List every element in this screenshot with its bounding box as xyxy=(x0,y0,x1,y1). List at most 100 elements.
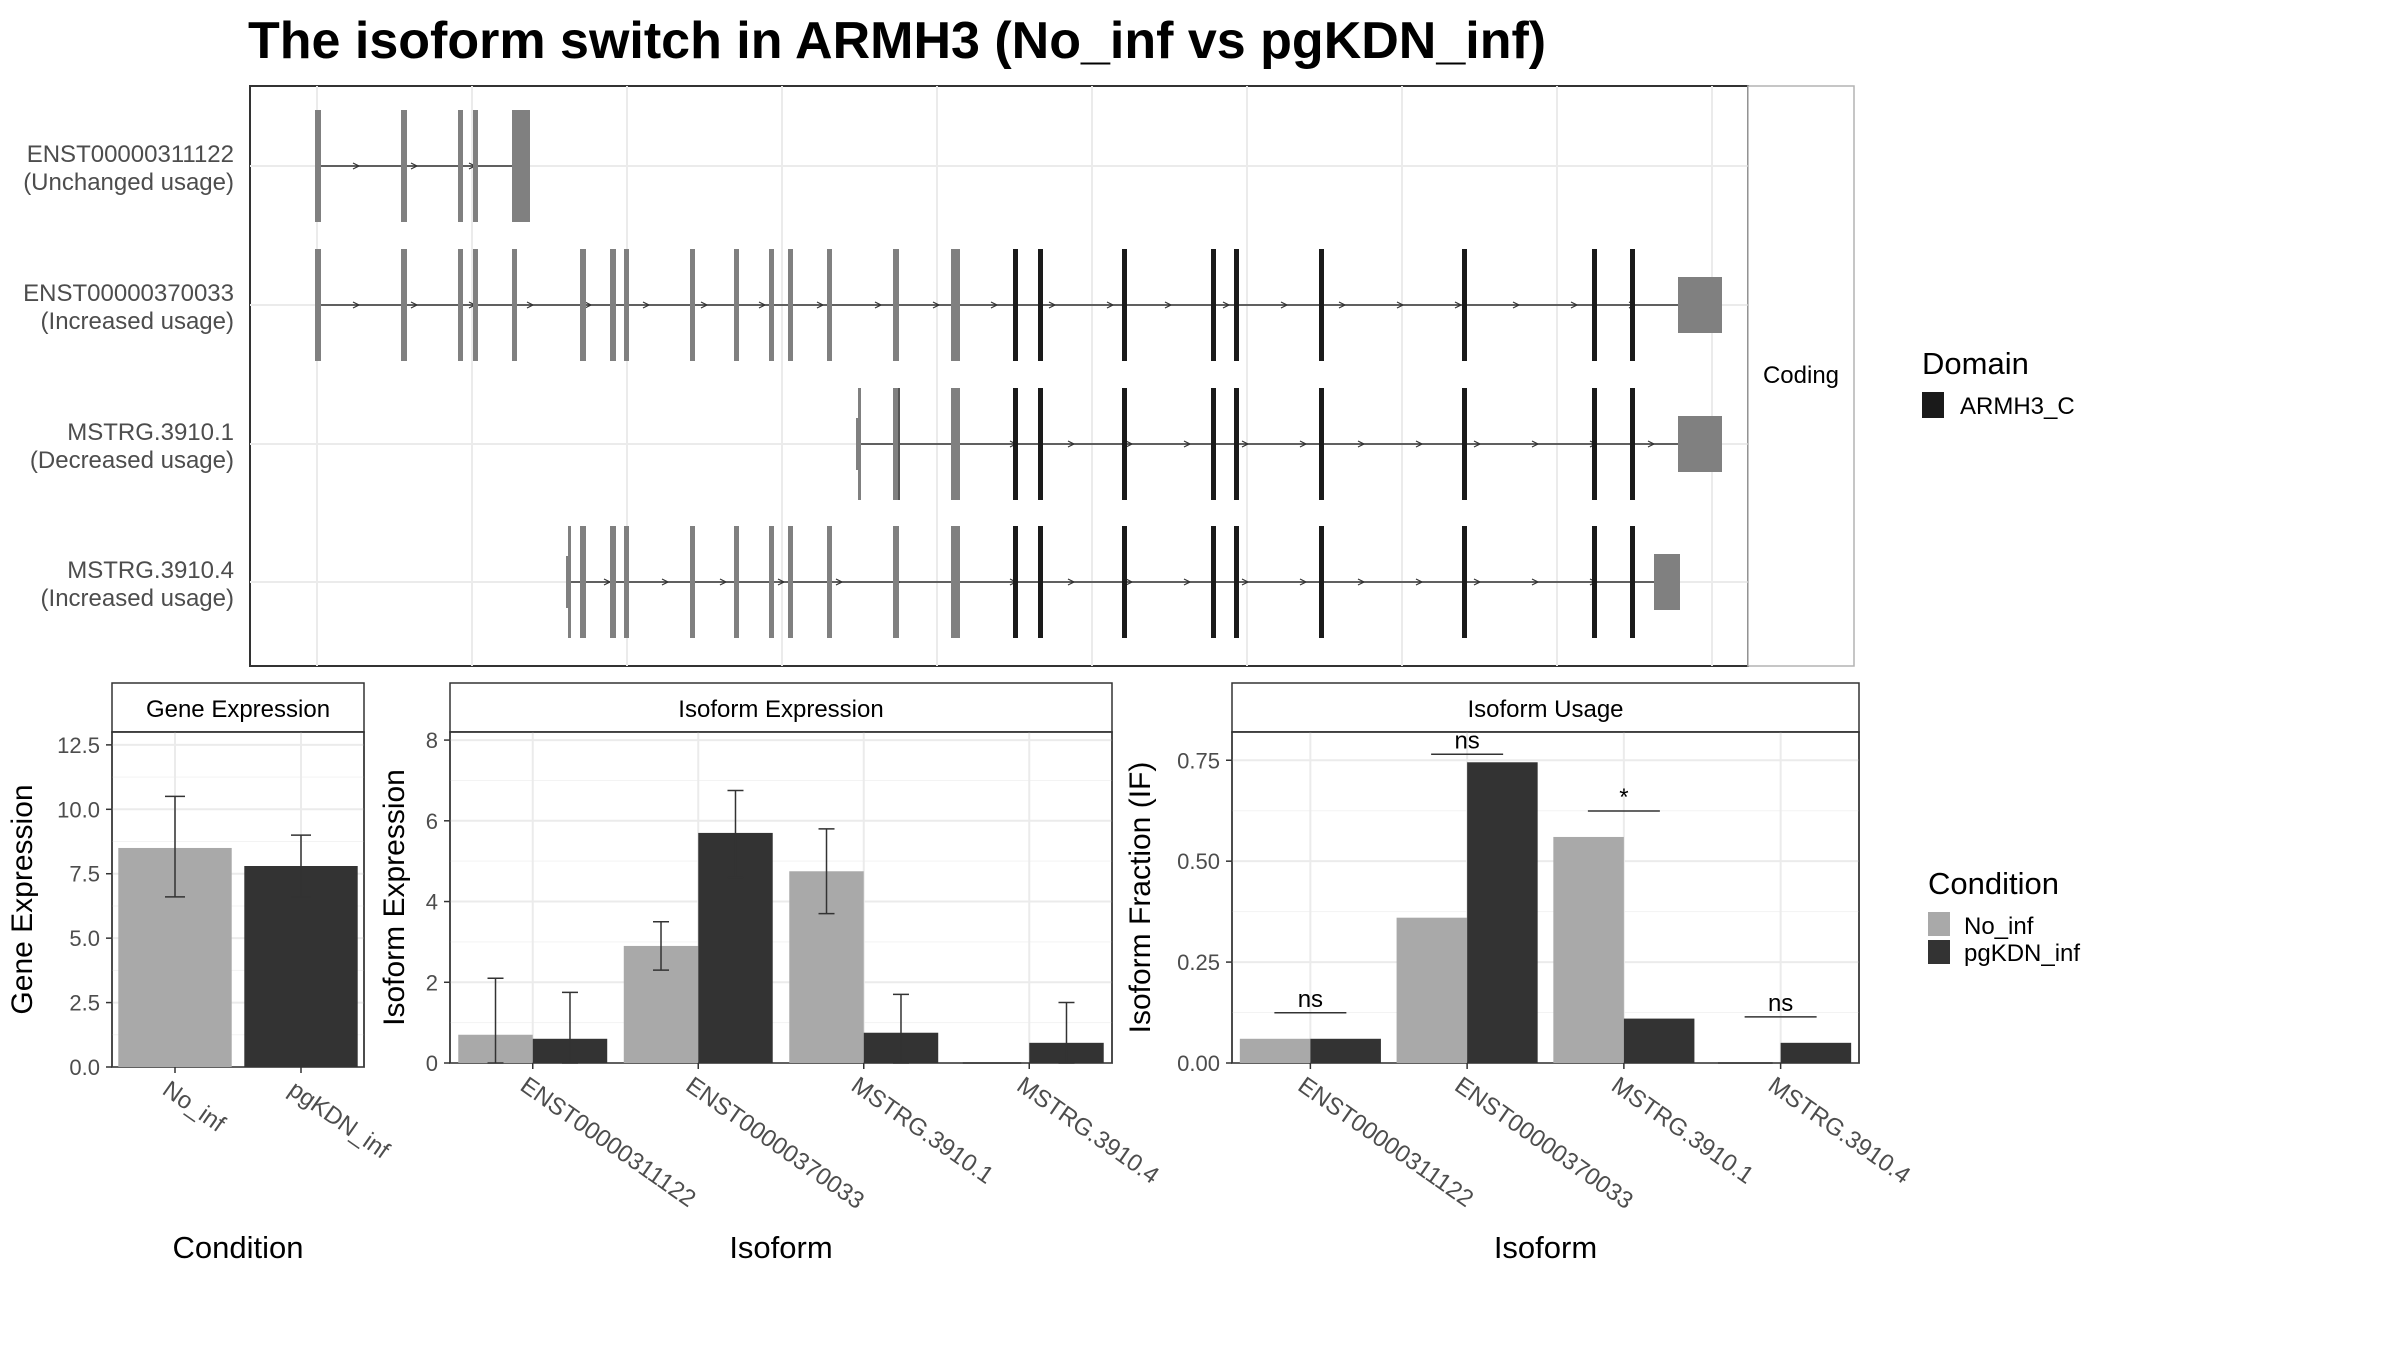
exon-block xyxy=(734,526,739,638)
panel-strip-title: Isoform Expression xyxy=(678,696,883,723)
legend-swatch-pgkdn-inf xyxy=(1928,940,1950,964)
y-tick-label: 6 xyxy=(426,809,438,834)
transcript-id-label: MSTRG.3910.4 xyxy=(67,557,234,584)
intron-direction-arrow xyxy=(990,301,999,309)
exon-block xyxy=(610,526,616,638)
panel-strip xyxy=(1231,682,1860,733)
exon-block xyxy=(788,249,793,361)
legend-label-no-inf: No_inf xyxy=(1964,913,2034,940)
intron-direction-arrow xyxy=(1531,440,1540,448)
domain-exon-block xyxy=(1234,388,1239,500)
intron-direction-arrow xyxy=(1415,578,1424,586)
domain-exon-block xyxy=(1319,249,1324,361)
intron-direction-arrow xyxy=(352,162,361,170)
y-axis-title: Gene Expression xyxy=(6,784,39,1014)
intron-direction-arrow xyxy=(719,578,728,586)
intron-direction-arrow xyxy=(1473,578,1482,586)
transcript-id-label: ENST00000370033 xyxy=(23,280,234,307)
exon-block xyxy=(401,249,407,361)
exon-block xyxy=(580,526,586,638)
exon-block xyxy=(951,388,956,500)
x-axis-title: Isoform xyxy=(1494,1230,1597,1265)
significance-label: ns xyxy=(1298,986,1323,1013)
domain-exon-block xyxy=(1234,526,1239,638)
intron-direction-arrow xyxy=(1241,578,1250,586)
y-tick-label: 2 xyxy=(426,970,438,995)
intron-direction-arrow xyxy=(1067,440,1076,448)
legend-label-pgkdn-inf: pgKDN_inf xyxy=(1964,940,2080,967)
intron-direction-arrow xyxy=(642,301,651,309)
exon-block xyxy=(624,526,629,638)
transcript-id-label: ENST00000311122 xyxy=(27,141,234,168)
domain-exon-block xyxy=(1630,249,1635,361)
domain-exon-block xyxy=(1234,249,1239,361)
y-tick-label: 0.00 xyxy=(1177,1051,1220,1076)
y-tick-label: 0.50 xyxy=(1177,849,1220,874)
intron-direction-arrow xyxy=(1280,301,1289,309)
intron-direction-arrow xyxy=(835,578,844,586)
exon-block xyxy=(955,249,960,361)
intron-direction-arrow xyxy=(1164,301,1173,309)
x-axis-title: Isoform xyxy=(729,1230,832,1265)
condition-legend: Condition No_inf pgKDN_inf xyxy=(1928,866,2080,967)
domain-exon-block xyxy=(1038,526,1043,638)
y-tick-label: 5.0 xyxy=(69,926,100,951)
exon-block xyxy=(624,249,629,361)
domain-legend: Domain ARMH3_C xyxy=(1922,346,2075,420)
intron-direction-arrow xyxy=(1512,301,1521,309)
intron-direction-arrow xyxy=(1299,440,1308,448)
domain-exon-block xyxy=(1462,526,1467,638)
intron-direction-arrow xyxy=(777,578,786,586)
exon-block xyxy=(951,526,956,638)
intron-direction-arrow xyxy=(1473,440,1482,448)
intron-direction-arrow xyxy=(526,301,535,309)
utr-exon-3prime xyxy=(1678,277,1722,333)
exon-block xyxy=(827,526,832,638)
intron-direction-arrow xyxy=(1396,301,1405,309)
domain-exon-block xyxy=(1630,526,1635,638)
exon-block xyxy=(827,249,832,361)
significance-label: ns xyxy=(1768,990,1793,1017)
intron-direction-arrow xyxy=(1338,301,1347,309)
domain-exon-block xyxy=(1122,526,1127,638)
legend-swatch-no-inf xyxy=(1928,912,1950,936)
intron-direction-arrow xyxy=(1183,440,1192,448)
exon-block xyxy=(690,249,695,361)
intron-direction-arrow xyxy=(1357,578,1366,586)
domain-exon-block xyxy=(1211,526,1216,638)
figure-title: The isoform switch in ARMH3 (No_inf vs p… xyxy=(248,12,1546,70)
intron-direction-arrow xyxy=(1183,578,1192,586)
exon-block xyxy=(580,249,586,361)
panel-strip-title: Gene Expression xyxy=(146,696,330,723)
y-axis-title: Isoform Fraction (IF) xyxy=(1124,762,1157,1034)
exon-start xyxy=(315,279,320,331)
exon-block xyxy=(951,249,956,361)
domain-exon-block xyxy=(1211,388,1216,500)
intron-direction-arrow xyxy=(1570,301,1579,309)
domain-exon-block xyxy=(1013,249,1018,361)
isoform-expression-panel: Isoform Expression 0 2 4 6 8 ENST00000311122EN… xyxy=(378,682,1164,1265)
y-axis-title: Isoform Expression xyxy=(378,769,411,1026)
bar-pgKDN_inf xyxy=(1623,1018,1695,1063)
y-tick-label: 4 xyxy=(426,890,438,915)
intron-direction-arrow xyxy=(1647,440,1656,448)
domain-exon-block xyxy=(1319,388,1324,500)
exon-block xyxy=(769,249,774,361)
y-tick-label: 8 xyxy=(426,728,438,753)
panel-frame-border xyxy=(1231,731,1860,1064)
panel-frame xyxy=(1231,731,1860,1064)
exon-block xyxy=(690,526,695,638)
y-tick-label: 12.5 xyxy=(57,733,100,758)
x-tick-label: MSTRG.3910.4 xyxy=(1012,1072,1164,1190)
bar-pgKDN_inf xyxy=(244,866,358,1067)
significance-label: ns xyxy=(1454,727,1479,754)
intron-direction-arrow xyxy=(1106,301,1115,309)
domain-exon-block xyxy=(1592,526,1597,638)
exon-block xyxy=(458,249,463,361)
transcript-usage-label: (Increased usage) xyxy=(41,585,234,612)
transcript-id-label: MSTRG.3910.1 xyxy=(67,419,234,446)
domain-legend-title: Domain xyxy=(1922,346,2029,381)
intron-direction-arrow xyxy=(1125,440,1134,448)
x-tick-label: MSTRG.3910.4 xyxy=(1763,1072,1915,1190)
intron-direction-arrow xyxy=(874,301,883,309)
